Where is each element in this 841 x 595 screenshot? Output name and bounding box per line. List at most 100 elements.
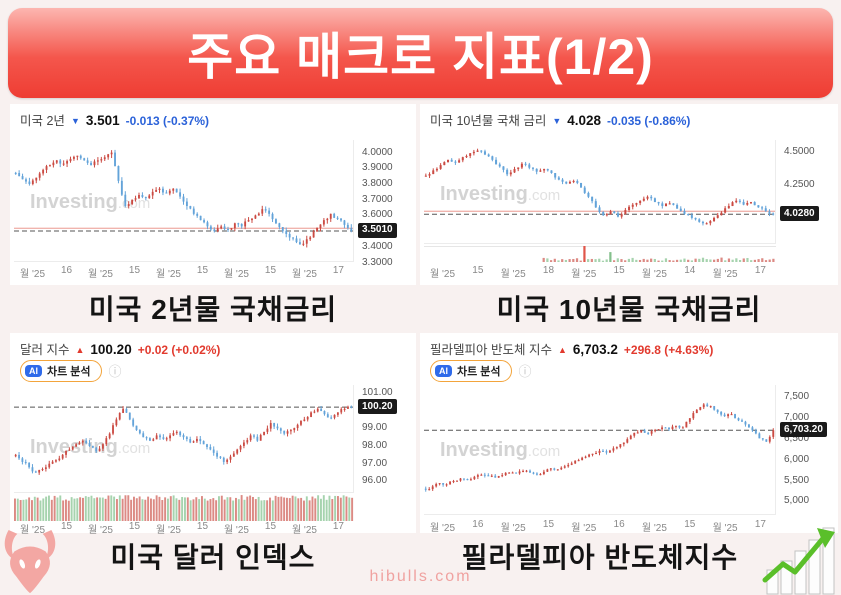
- price-change: +0.02 (+0.02%): [137, 343, 221, 357]
- x-tick-label: 월 '25: [571, 269, 597, 280]
- candles-svg: [424, 148, 775, 226]
- caption-us-2y: 미국 2년물 국채금리: [88, 294, 338, 325]
- x-tick-label: 월 '25: [20, 525, 46, 536]
- ai-chart-analysis-button[interactable]: AI 차트 분석: [20, 360, 102, 382]
- x-tick-label: 15: [472, 265, 484, 276]
- volume-pane: [424, 246, 776, 262]
- x-axis: 월 '25 16 월 '25 15 월 '25 15 월 '25 15 월 '25 17: [20, 265, 344, 280]
- x-tick-label: 월 '25: [571, 523, 597, 534]
- title-banner: 주요 매크로 지표(1/2): [8, 8, 833, 98]
- y-tick-label: 99.00: [362, 422, 388, 434]
- x-tick-label: 15: [128, 521, 141, 532]
- y-axis: 7,500 7,000 6,500 6,000 5,500 5,000 6,703.20: [778, 385, 838, 515]
- y-tick-label: 3.4000: [362, 240, 393, 252]
- x-tick-label: 14: [684, 265, 696, 276]
- x-tick-label: 17: [332, 265, 344, 276]
- ai-badge: AI: [25, 365, 42, 377]
- candles-svg: [14, 405, 353, 475]
- x-tick-label: 월 '25: [430, 269, 456, 280]
- x-tick-label: 월 '25: [430, 523, 456, 534]
- caption-us-10y: 미국 10년물 국채금리: [496, 294, 762, 325]
- y-tick-label: 3.3000: [362, 256, 393, 268]
- candlestick-plot[interactable]: Investing.com: [14, 385, 354, 493]
- chart-header: 달러 지수 ▲ 100.20 +0.02 (+0.02%): [20, 339, 220, 357]
- y-tick-label: 5,000: [784, 495, 810, 507]
- arrow-up-icon: ▲: [75, 345, 85, 355]
- site-footer: hibulls.com: [369, 568, 472, 585]
- chart-header: 미국 2년 ▼ 3.501 -0.013 (-0.37%): [20, 110, 209, 128]
- y-axis: 4.0000 3.9000 3.8000 3.7000 3.6000 3.4000 3.30…: [356, 140, 416, 268]
- chart-header: 미국 10년물 국채 금리 ▼ 4.028 -0.035 (-0.86%): [430, 110, 690, 128]
- y-axis: 101.00 99.00 98.00 97.00 96.00 100.20: [356, 385, 416, 493]
- y-tick-label: 3.8000: [362, 178, 393, 189]
- y-tick-label: 97.00: [362, 457, 388, 469]
- candles-svg: [14, 149, 353, 248]
- x-tick-label: 15: [613, 265, 625, 276]
- last-price-badge: 6,703.20: [780, 422, 827, 438]
- ai-button-label: 차트 분석: [457, 366, 501, 378]
- chart-panel-dollar-index: 달러 지수 ▲ 100.20 +0.02 (+0.02%) AI 차트 분석 ⓘ…: [10, 333, 416, 536]
- x-tick-label: 17: [754, 265, 766, 276]
- volume-strip: [14, 495, 354, 521]
- last-price: 6,703.2: [572, 342, 618, 357]
- x-tick-label: 18: [542, 265, 555, 276]
- info-icon[interactable]: ⓘ: [518, 363, 532, 379]
- chart-panel-us-2y: 미국 2년 ▼ 3.501 -0.013 (-0.37%) Investing.…: [10, 104, 416, 285]
- x-tick-label: 월 '25: [641, 269, 667, 280]
- x-tick-label: 15: [264, 265, 277, 276]
- x-tick-label: 16: [60, 265, 73, 276]
- x-tick-label: 15: [264, 521, 277, 532]
- caption-dollar-index: 미국 달러 인덱스: [110, 542, 316, 573]
- y-tick-label: 4.2500: [784, 178, 815, 190]
- x-axis: 월 '25 15 월 '25 18 월 '25 15 월 '25 14 월 '25 17: [430, 265, 766, 280]
- x-tick-label: 월 '25: [712, 269, 738, 280]
- price-change: -0.013 (-0.37%): [125, 114, 210, 128]
- x-tick-label: 월 '25: [500, 269, 526, 280]
- y-tick-label: 7,500: [784, 390, 810, 402]
- x-tick-label: 17: [754, 519, 766, 530]
- chart-header: 필라델피아 반도체 지수 ▲ 6,703.2 +296.8 (+4.63%): [430, 339, 713, 357]
- ai-badge: AI: [435, 365, 452, 377]
- x-tick-label: 월 '25: [223, 525, 249, 536]
- instrument-name: 달러 지수: [20, 343, 70, 357]
- x-tick-label: 월 '25: [223, 269, 249, 280]
- bull-icon: [4, 529, 56, 594]
- caption-sox-index: 필라델피아 반도체지수: [461, 542, 739, 573]
- info-icon[interactable]: ⓘ: [108, 363, 122, 379]
- y-tick-label: 3.9000: [362, 162, 393, 174]
- chart-panel-sox-index: 필라델피아 반도체 지수 ▲ 6,703.2 +296.8 (+4.63%) A…: [420, 333, 838, 534]
- x-axis: 월 '25 15 월 '25 15 월 '25 15 월 '25 15 월 '25 17: [20, 521, 344, 536]
- y-tick-label: 7,000: [784, 411, 810, 423]
- y-tick-label: 3.6000: [362, 209, 393, 221]
- x-tick-label: 월 '25: [155, 525, 181, 536]
- last-price: 100.20: [90, 342, 132, 357]
- y-tick-label: 6,000: [784, 453, 810, 465]
- x-tick-label: 15: [196, 265, 209, 276]
- ai-analysis-row: AI 차트 분석 ⓘ: [430, 360, 532, 382]
- instrument-name: 미국 10년물 국채 금리: [430, 114, 547, 128]
- x-tick-label: 16: [472, 519, 484, 530]
- x-tick-label: 월 '25: [87, 525, 113, 536]
- x-tick-label: 월 '25: [87, 269, 113, 280]
- candlestick-plot[interactable]: Investing.com: [14, 140, 354, 262]
- y-axis: 4.5000 4.2500 4.0280: [778, 140, 838, 244]
- ai-chart-analysis-button[interactable]: AI 차트 분석: [430, 360, 512, 382]
- last-price-badge: 3.5010: [358, 222, 397, 238]
- x-tick-label: 월 '25: [641, 523, 667, 534]
- y-tick-label: 98.00: [362, 440, 388, 452]
- candlestick-plot[interactable]: Investing.com: [424, 385, 776, 515]
- x-tick-label: 17: [332, 521, 344, 532]
- y-tick-label: 101.00: [362, 386, 393, 398]
- ai-analysis-row: AI 차트 분석 ⓘ: [20, 360, 122, 382]
- x-tick-label: 월 '25: [155, 269, 181, 280]
- price-change: +296.8 (+4.63%): [623, 343, 714, 357]
- arrow-up-icon: ▲: [557, 345, 567, 355]
- candlestick-plot[interactable]: Investing.com: [424, 140, 776, 244]
- last-price: 3.501: [85, 113, 120, 128]
- x-tick-label: 15: [684, 519, 696, 530]
- y-tick-label: 4.0000: [362, 146, 393, 158]
- x-tick-label: 월 '25: [291, 525, 317, 536]
- instrument-name: 필라델피아 반도체 지수: [430, 343, 552, 357]
- y-tick-label: 96.00: [362, 475, 388, 487]
- y-tick-label: 4.5000: [784, 145, 815, 157]
